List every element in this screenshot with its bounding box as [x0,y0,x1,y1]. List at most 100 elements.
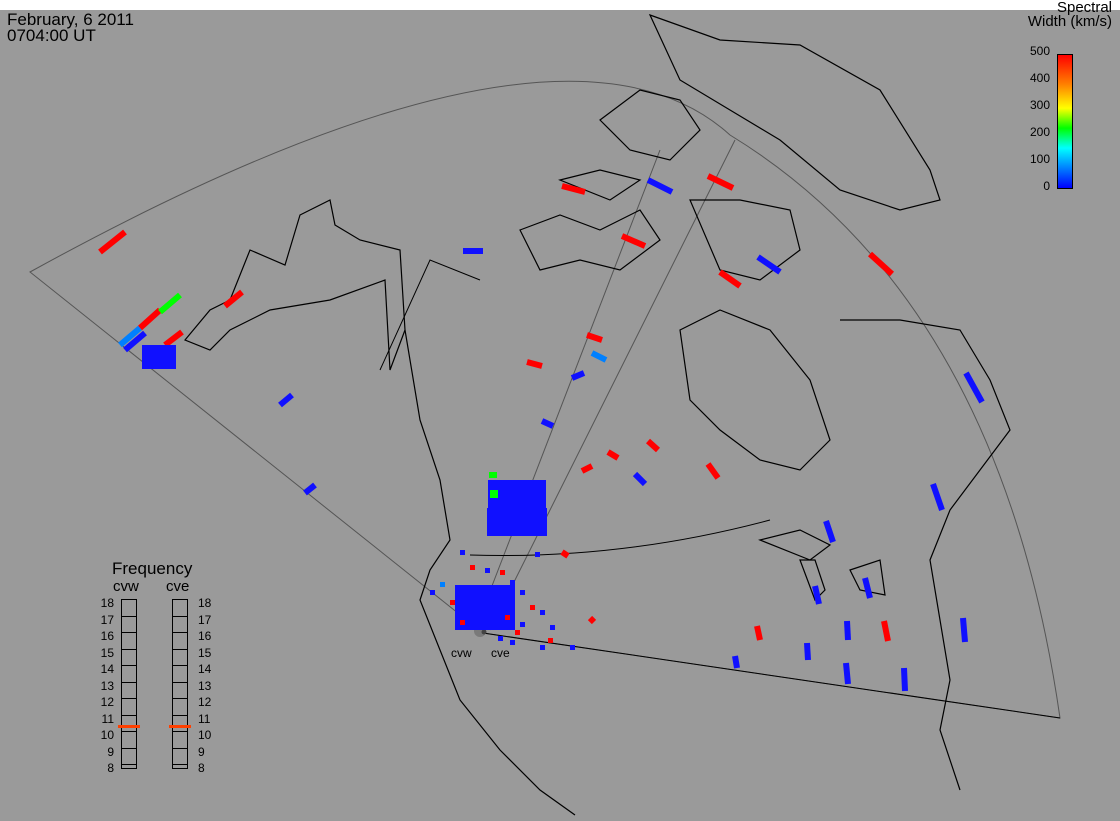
header-time: 0704:00 UT [7,26,96,45]
frequency-marker-cve [169,725,191,729]
echo-mark [526,359,543,369]
echo-dot [535,552,540,557]
frequency-label-right: 12 [198,695,212,709]
frequency-label-right: 8 [198,761,205,775]
echo-mark [930,483,945,511]
echo-dot [510,580,515,585]
echo-mark [718,269,742,289]
echo-dot [500,570,505,575]
frequency-label-left: 16 [100,629,114,643]
echo-mark [570,370,586,381]
fov-boundary [29,80,1061,719]
colorbar-tick-500: 500 [1029,44,1050,58]
echo-dot [460,620,465,625]
frequency-label-right: 18 [198,596,212,610]
radar-label-cve: cve [491,646,510,660]
echo-mark [98,229,127,255]
echo-dot [520,622,525,627]
frequency-cell-divider [173,714,187,716]
echo-cluster [490,490,498,498]
echo-mark [580,463,594,474]
echo-dot [530,605,535,610]
frequency-title: Frequency [112,559,193,578]
header-date: February, 6 2011 [7,10,134,29]
echo-mark [606,449,620,461]
colorbar-tick-400: 400 [1029,71,1050,85]
echo-mark [843,662,851,685]
frequency-label-left: 17 [100,612,114,627]
echo-dot [570,645,575,650]
echo-dot [460,550,465,555]
echo-dot [498,636,503,641]
colorbar-tick-100: 100 [1029,152,1050,166]
frequency-cell-divider [122,747,136,749]
frequency-cell-divider [122,681,136,683]
echo-dot [440,582,445,587]
frequency-cell-divider [122,632,136,633]
echoes [98,173,985,692]
colorbar-title-line1: Spectral [1056,0,1112,16]
colorbar-title-line2: Width (km/s) [1027,13,1112,30]
frequency-cell-divider [173,665,187,666]
frequency-label-left: 14 [100,662,114,676]
echo-mark [844,620,851,641]
echo-mark [706,173,735,191]
echo-mark [732,655,740,669]
frequency-label-right: 14 [198,662,212,676]
echo-dot [470,565,475,570]
echo-mark [123,330,147,353]
echo-dot [540,610,545,615]
echo-mark [867,251,895,277]
echo-mark [756,254,782,275]
frequency-cell-divider [173,615,187,617]
echo-mark [901,667,908,692]
borders [379,259,1061,719]
frequency-cell-divider [122,648,136,650]
echo-mark [590,350,608,363]
echo-mark [754,625,763,641]
echo-dot [450,600,455,605]
echo-mark [163,329,184,348]
colorbar-tick-300: 300 [1029,98,1050,112]
echo-mark [646,177,674,195]
echo-mark [804,642,811,661]
echo-mark [632,471,648,487]
echo-mark [862,577,873,599]
echo-dot [548,638,553,643]
echo-mark [560,549,570,559]
frequency-cell-divider [122,731,136,732]
echo-mark [278,392,294,408]
echo-mark [620,233,647,249]
echo-mark [823,520,836,543]
frequency-cell-divider [173,731,187,732]
frequency-marker-cvw [118,725,140,729]
echo-dot [515,630,520,635]
echo-mark [586,332,603,343]
frequency-cell-divider [122,698,136,699]
frequency-label-right: 9 [198,744,205,759]
echo-mark [561,183,586,195]
echo-mark [118,325,142,348]
frequency-column-cvw [121,599,137,769]
frequency-label-left: 11 [101,711,114,726]
frequency-cell-divider [173,648,187,650]
frequency-cell-divider [122,665,136,666]
frequency-label-left: 13 [100,678,114,693]
echo-cluster [487,508,547,536]
frequency-cell-divider [173,747,187,749]
echo-mark [587,615,597,625]
frequency-label-left: 15 [100,645,114,660]
frequency-cell-divider [122,764,136,765]
echo-mark [137,307,163,331]
frequency-label-left: 8 [107,761,114,775]
frequency-label-left: 12 [100,695,114,709]
echo-dot [430,590,435,595]
colorbar [1057,54,1073,189]
frequency-label-right: 15 [198,645,212,660]
frequency-cell-divider [173,681,187,683]
frequency-cell-divider [173,632,187,633]
echo-dot [520,590,525,595]
top-strip [0,0,1120,10]
beam-line [489,139,736,631]
